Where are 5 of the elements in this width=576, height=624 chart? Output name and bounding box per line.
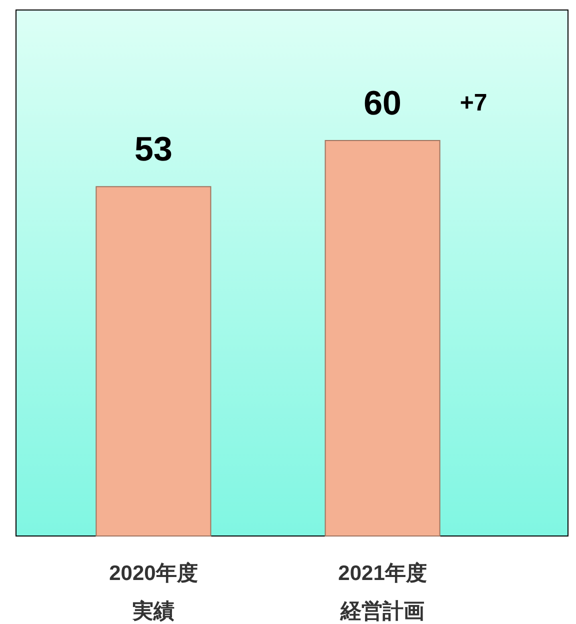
data-label: 53: [134, 130, 172, 169]
x-tick-label: 2021年度経営計画: [338, 561, 427, 623]
text: +7: [460, 90, 488, 117]
data-label: 60: [364, 84, 402, 123]
x-tick-label: 2020年度実績: [109, 561, 198, 623]
